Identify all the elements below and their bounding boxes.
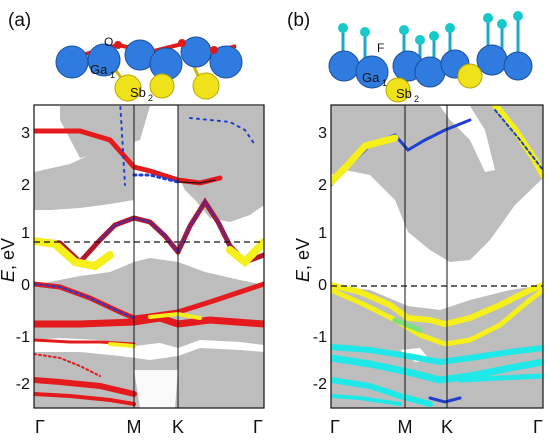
ga-atom (414, 56, 446, 88)
y-tick-label: -1 (313, 329, 327, 346)
x-axis-b: Γ M K Γ (330, 417, 543, 437)
bands-b (331, 105, 543, 407)
sb-atom (114, 74, 142, 102)
sb-atom (192, 72, 220, 100)
y-tick-label: 2 (21, 177, 30, 194)
panel-label-b: (b) (287, 10, 310, 31)
atom-label-sb-subscript: 2 (414, 94, 419, 104)
x-tick-label: K (441, 417, 453, 437)
plot-a (33, 104, 265, 409)
ga-atom (55, 45, 89, 79)
y-tick-label: 2 (318, 177, 327, 194)
sb-atom (385, 77, 411, 103)
panel-a: (a) (0, 10, 265, 437)
x-tick-label: M (127, 417, 142, 437)
x-tick-label: Γ (253, 417, 263, 437)
ga-atom (503, 51, 533, 81)
y-tick-label: 1 (21, 225, 30, 242)
panel-label-a: (a) (8, 10, 31, 31)
y-axis-label-b: E, eV (293, 238, 313, 282)
o-atom (114, 41, 122, 49)
y-tick-label: 0 (318, 277, 327, 294)
y-tick-label: -1 (16, 329, 30, 346)
atom-label-sb: Sb (396, 86, 412, 101)
f-atom (338, 23, 348, 33)
f-atom (483, 13, 493, 23)
ga-atom (476, 44, 508, 76)
y-tick-label: -2 (313, 376, 327, 393)
y-tick-label: 3 (21, 125, 30, 142)
x-tick-label: M (398, 417, 413, 437)
f-atom (445, 23, 455, 33)
f-atom (360, 27, 370, 37)
atom-label-sb-subscript: 2 (148, 93, 153, 103)
atom-label-f: F (377, 41, 384, 55)
o-atom (210, 46, 218, 54)
f-atom (415, 35, 425, 45)
panel-b: (b) (287, 10, 544, 437)
plot-b (330, 104, 544, 409)
crystal-structure-a: O Ga 1 Sb 2 (55, 35, 243, 103)
bands-a (34, 105, 264, 406)
f-atom (429, 31, 439, 41)
plot-frame-a (33, 104, 265, 409)
x-tick-label: Γ (330, 417, 340, 437)
x-tick-label: Γ (533, 417, 543, 437)
f-atom (513, 11, 523, 21)
y-axis-label-a: E, eV (0, 238, 18, 282)
ga-atom (355, 55, 389, 89)
y-axis-a: -2 -1 0 1 2 3 (16, 125, 30, 393)
sb-atom (457, 63, 483, 89)
sb-atom (149, 73, 175, 99)
atom-label-o: O (104, 35, 113, 49)
ga-atom (87, 43, 121, 77)
y-tick-label: -2 (16, 376, 30, 393)
ga-atom (328, 50, 360, 82)
f-atom (399, 25, 409, 35)
atom-label-ga: Ga (90, 62, 108, 77)
o-atom (178, 39, 186, 47)
atom-label-sb: Sb (130, 85, 146, 100)
bulk-projection-a (34, 106, 264, 408)
y-tick-label: 0 (21, 277, 30, 294)
crystal-structure-b: F Ga 1 Sb 2 (328, 11, 533, 104)
atom-label-ga-subscript: 1 (382, 78, 387, 88)
plot-frame-b (330, 104, 544, 409)
y-axis-b: -2 -1 0 1 2 3 (313, 125, 327, 393)
x-tick-label: Γ (35, 417, 45, 437)
f-atom (497, 19, 507, 29)
ga-atom (209, 45, 243, 79)
atom-label-ga: Ga (362, 70, 380, 85)
x-axis-a: Γ M K Γ (35, 417, 263, 437)
y-tick-label: 3 (318, 125, 327, 142)
atom-label-ga-subscript: 1 (110, 70, 115, 80)
y-tick-label: 1 (318, 225, 327, 242)
x-tick-label: K (172, 417, 184, 437)
